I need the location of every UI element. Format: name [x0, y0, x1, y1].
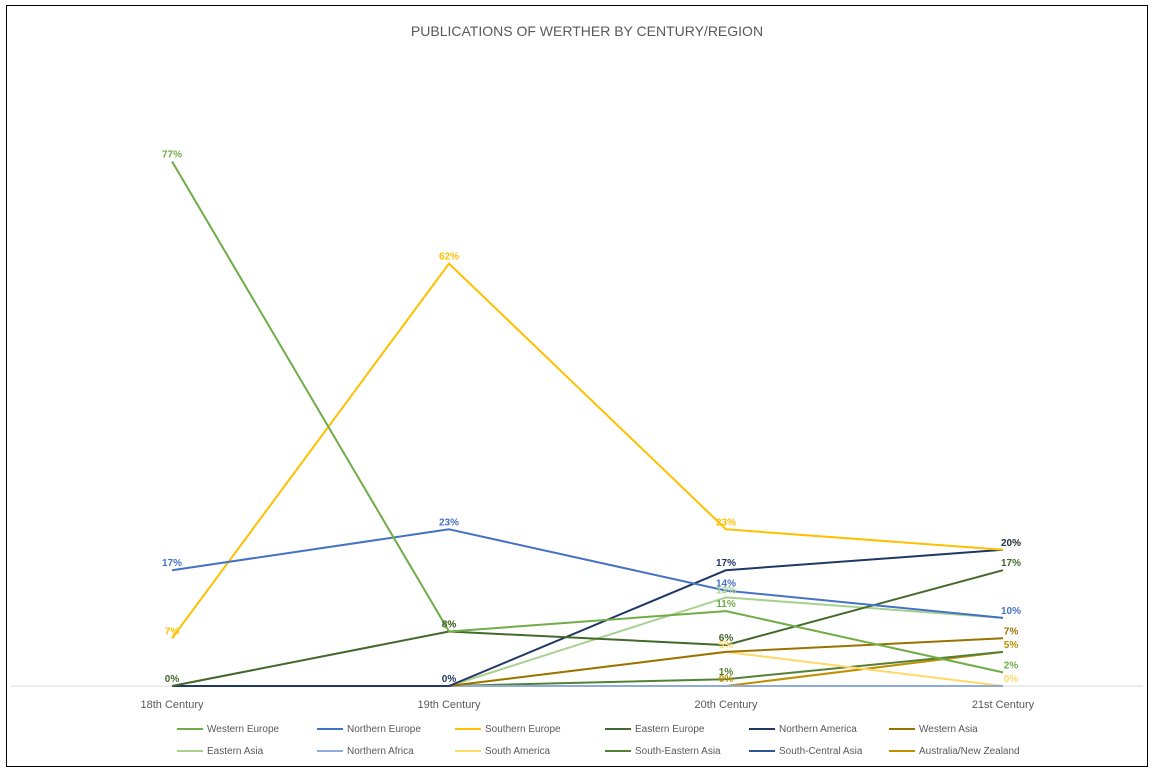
- x-tick-label: 20th Century: [695, 699, 758, 711]
- legend-entry: Southern Europe: [455, 724, 561, 735]
- legend-entry: Western Asia: [889, 724, 978, 735]
- data-label: 13%: [716, 585, 736, 596]
- legend-entry: Australia/New Zealand: [889, 746, 1020, 757]
- x-tick-label: 18th Century: [141, 699, 204, 711]
- legend-entry: South America: [455, 746, 550, 757]
- legend-label: South America: [485, 746, 550, 757]
- data-label: 6%: [719, 633, 734, 644]
- x-tick-label: 19th Century: [418, 699, 481, 711]
- legend-entry: South-Eastern Asia: [605, 746, 721, 757]
- data-label: 77%: [162, 149, 182, 160]
- data-label-layer: 77%8%11%2%17%23%14%10%7%62%23%20%0%8%6%1…: [162, 149, 1021, 685]
- data-label: 7%: [165, 626, 180, 637]
- series-layer: [171, 160, 1004, 687]
- legend-entry: Northern Europe: [317, 724, 421, 735]
- legend-label: Western Asia: [919, 724, 978, 735]
- data-label: 1%: [719, 667, 734, 678]
- legend-entry: Western Europe: [177, 724, 280, 735]
- series-line-2: [171, 262, 1004, 639]
- legend-label: Australia/New Zealand: [919, 746, 1020, 757]
- data-label: 7%: [1004, 626, 1019, 637]
- legend-entry: Northern Africa: [317, 746, 414, 757]
- data-label: 17%: [716, 558, 736, 569]
- legend-entry: Northern America: [749, 724, 857, 735]
- chart-title: PUBLICATIONS OF WERTHER BY CENTURY/REGIO…: [411, 23, 763, 39]
- data-label: 23%: [716, 517, 736, 528]
- data-label: 10%: [1001, 606, 1021, 617]
- data-label: 5%: [719, 640, 734, 651]
- data-label: 23%: [439, 517, 459, 528]
- legend-label: South-Eastern Asia: [635, 746, 721, 757]
- data-label: 8%: [442, 620, 457, 631]
- data-label: 20%: [1001, 538, 1021, 549]
- data-label: 0%: [165, 674, 180, 685]
- legend-label: South-Central Asia: [779, 746, 863, 757]
- data-label: 0%: [1004, 674, 1019, 685]
- legend-label: Eastern Europe: [635, 724, 705, 735]
- data-label: 20%: [1001, 538, 1021, 549]
- legend-entry: South-Central Asia: [749, 746, 863, 757]
- data-label: 5%: [1004, 640, 1019, 651]
- legend: Western Europe Northern Europe Southern Eu…: [177, 724, 1020, 757]
- x-tick-label: 21st Century: [972, 699, 1035, 711]
- data-label: 17%: [1001, 558, 1021, 569]
- legend-entry: Eastern Asia: [177, 746, 264, 757]
- data-label: 2%: [1004, 660, 1019, 671]
- data-label: 62%: [439, 252, 459, 263]
- data-label: 8%: [442, 620, 457, 631]
- legend-label: Southern Europe: [485, 724, 561, 735]
- legend-label: Northern Africa: [347, 746, 414, 757]
- series-line-1: [171, 528, 1004, 619]
- legend-label: Northern America: [779, 724, 857, 735]
- series-line-6: [172, 596, 1004, 687]
- line-chart: PUBLICATIONS OF WERTHER BY CENTURY/REGIO…: [11, 23, 1143, 757]
- x-tick-layer: 18th Century 19th Century 20th Century 21st…: [141, 699, 1035, 711]
- chart-frame: PUBLICATIONS OF WERTHER BY CENTURY/REGIO…: [6, 5, 1148, 767]
- data-label: 11%: [716, 599, 736, 610]
- legend-label: Northern Europe: [347, 724, 421, 735]
- series-line-3: [171, 569, 1004, 687]
- series-line-0: [171, 160, 1004, 674]
- series-line-4: [172, 548, 1004, 687]
- data-label: 14%: [716, 579, 736, 590]
- data-label: 0%: [719, 674, 734, 685]
- legend-label: Western Europe: [207, 724, 280, 735]
- data-label: 17%: [162, 558, 182, 569]
- legend-label: Eastern Asia: [207, 746, 264, 757]
- legend-entry: Eastern Europe: [605, 724, 705, 735]
- data-label: 0%: [442, 674, 457, 685]
